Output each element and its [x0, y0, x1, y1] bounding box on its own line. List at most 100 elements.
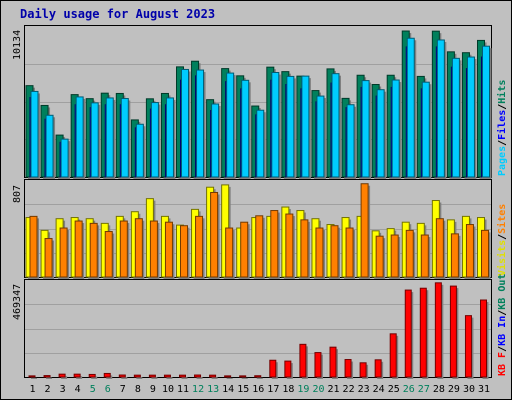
bar-kbf-day-13 — [209, 374, 217, 378]
bar-kbf-day-26 — [404, 289, 412, 378]
x-tick-label-23: 23 — [358, 384, 370, 395]
x-tick-label-29: 29 — [448, 384, 460, 395]
bar-kbf-day-6 — [103, 372, 111, 378]
bar-sites-day-5 — [89, 222, 98, 278]
bar-kbf-day-8-shadow — [136, 377, 143, 379]
x-tick-label-11: 11 — [177, 384, 189, 395]
bar-pages-day-29 — [451, 57, 460, 178]
bar-kbf-day-5-shadow — [91, 376, 98, 379]
bar-pages-day-30 — [466, 56, 475, 178]
bar-pages-day-19 — [301, 75, 310, 178]
bar-kbf-day-18 — [284, 360, 292, 378]
bar-pages-day-10 — [165, 97, 174, 178]
bar-kbf-day-7 — [118, 374, 126, 378]
x-tick-label-9: 9 — [150, 384, 156, 395]
panel-top-bars — [25, 30, 492, 180]
bar-sites-day-9 — [149, 220, 158, 278]
bar-sites-day-25 — [390, 234, 399, 278]
legend-entry-4: Hits — [496, 80, 508, 104]
x-axis-day-labels: 1 2 3 4 5 6 7 8 9 10 11 12 13 14 15 16 17 18 19 20 21 22 23 24 2… — [30, 384, 491, 395]
legend-entry-3: / — [497, 104, 508, 110]
x-tick-label-13: 13 — [207, 384, 219, 395]
bar-kbf-day-13-shadow — [211, 377, 218, 379]
bar-sites-day-7 — [119, 220, 128, 278]
legend-entry-2: Sites — [496, 204, 508, 234]
bar-kbf-day-24 — [374, 359, 382, 378]
bar-pages-day-21 — [331, 73, 340, 178]
bar-kbf-day-1-shadow — [31, 377, 37, 379]
bar-pages-day-22 — [346, 104, 355, 178]
x-tick-label-14: 14 — [222, 384, 234, 395]
panel-bottom-bars — [28, 282, 489, 379]
bar-kbf-day-27 — [419, 287, 427, 378]
bar-kbf-day-14 — [224, 375, 232, 378]
bar-pages-day-15 — [241, 79, 250, 178]
x-tick-label-30: 30 — [463, 384, 475, 395]
bar-kbf-day-4 — [73, 373, 81, 378]
bar-sites-day-28 — [435, 218, 444, 278]
bar-sites-day-29 — [450, 233, 459, 278]
bar-kbf-day-25 — [389, 333, 397, 378]
panel-mid-legend: Visits/Sites — [496, 204, 508, 276]
bar-kbf-day-1 — [28, 375, 36, 378]
bar-pages-day-23 — [361, 80, 370, 178]
bar-pages-day-7 — [120, 98, 129, 178]
bar-sites-day-8 — [134, 218, 143, 278]
bar-sites-day-10 — [164, 221, 173, 278]
bar-kbf-day-16 — [254, 375, 262, 378]
bar-pages-day-27 — [421, 81, 430, 178]
bar-kbf-day-3-shadow — [61, 376, 68, 379]
bar-kbf-day-2 — [43, 375, 51, 378]
bar-sites-day-12 — [195, 215, 204, 278]
bar-pages-day-9 — [150, 102, 159, 178]
bar-kbf-day-12-shadow — [196, 377, 203, 379]
x-tick-label-25: 25 — [388, 384, 400, 395]
bar-pages-day-6 — [105, 97, 114, 178]
panel-top: 10134 Pages/Files/Hits — [12, 25, 508, 180]
bar-sites-day-19 — [300, 219, 309, 278]
bar-kbf-day-2-shadow — [46, 377, 53, 379]
bar-kbf-day-4-shadow — [76, 376, 83, 379]
bar-pages-day-18 — [286, 75, 295, 178]
bar-kbf-day-29 — [449, 285, 457, 378]
bar-pages-day-25 — [391, 79, 400, 178]
x-tick-label-22: 22 — [343, 384, 355, 395]
legend-entry-1: / — [497, 346, 508, 352]
bar-sites-day-30 — [465, 224, 474, 278]
x-tick-label-16: 16 — [252, 384, 264, 395]
x-tick-label-1: 1 — [30, 384, 36, 395]
x-tick-label-15: 15 — [237, 384, 249, 395]
bar-pages-day-12 — [196, 69, 205, 178]
panel-bottom-legend: KB F/KB In/KB Out — [497, 274, 508, 376]
bar-sites-day-3 — [59, 227, 68, 278]
x-tick-label-18: 18 — [282, 384, 294, 395]
bar-kbf-day-5 — [88, 373, 96, 378]
legend-entry-0: Pages — [497, 146, 508, 176]
x-tick-label-26: 26 — [403, 384, 415, 395]
panel-mid: 807 Visits/Sites — [12, 179, 508, 279]
bar-sites-day-16 — [255, 215, 264, 278]
panel-top-max-label: 10134 — [12, 30, 23, 60]
bar-kbf-day-3 — [58, 373, 66, 378]
panel-bottom-gridlines — [25, 304, 491, 354]
bar-sites-day-17 — [270, 210, 279, 278]
panel-bottom: 469347 KB F/KB In/KB Out — [12, 274, 508, 379]
legend-entry-0: Visits — [496, 240, 508, 276]
x-tick-label-10: 10 — [162, 384, 174, 395]
bar-pages-day-2 — [45, 114, 54, 178]
bar-kbf-day-9-shadow — [151, 377, 158, 379]
x-tick-label-2: 2 — [45, 384, 51, 395]
bar-sites-day-15 — [240, 221, 249, 278]
bar-kbf-day-21 — [329, 346, 337, 378]
bar-kbf-day-10 — [163, 374, 171, 378]
x-tick-label-28: 28 — [433, 384, 445, 395]
bar-pages-day-17 — [271, 72, 280, 178]
bar-kbf-day-11 — [179, 374, 186, 378]
bar-pages-day-28 — [436, 39, 445, 178]
legend-entry-4: KB Out — [497, 274, 508, 310]
bar-kbf-day-16-shadow — [256, 377, 263, 379]
bar-kbf-day-23 — [359, 362, 367, 378]
bar-kbf-day-15-shadow — [241, 377, 248, 379]
bar-kbf-day-22 — [344, 359, 352, 378]
bar-pages-day-24 — [376, 89, 385, 178]
